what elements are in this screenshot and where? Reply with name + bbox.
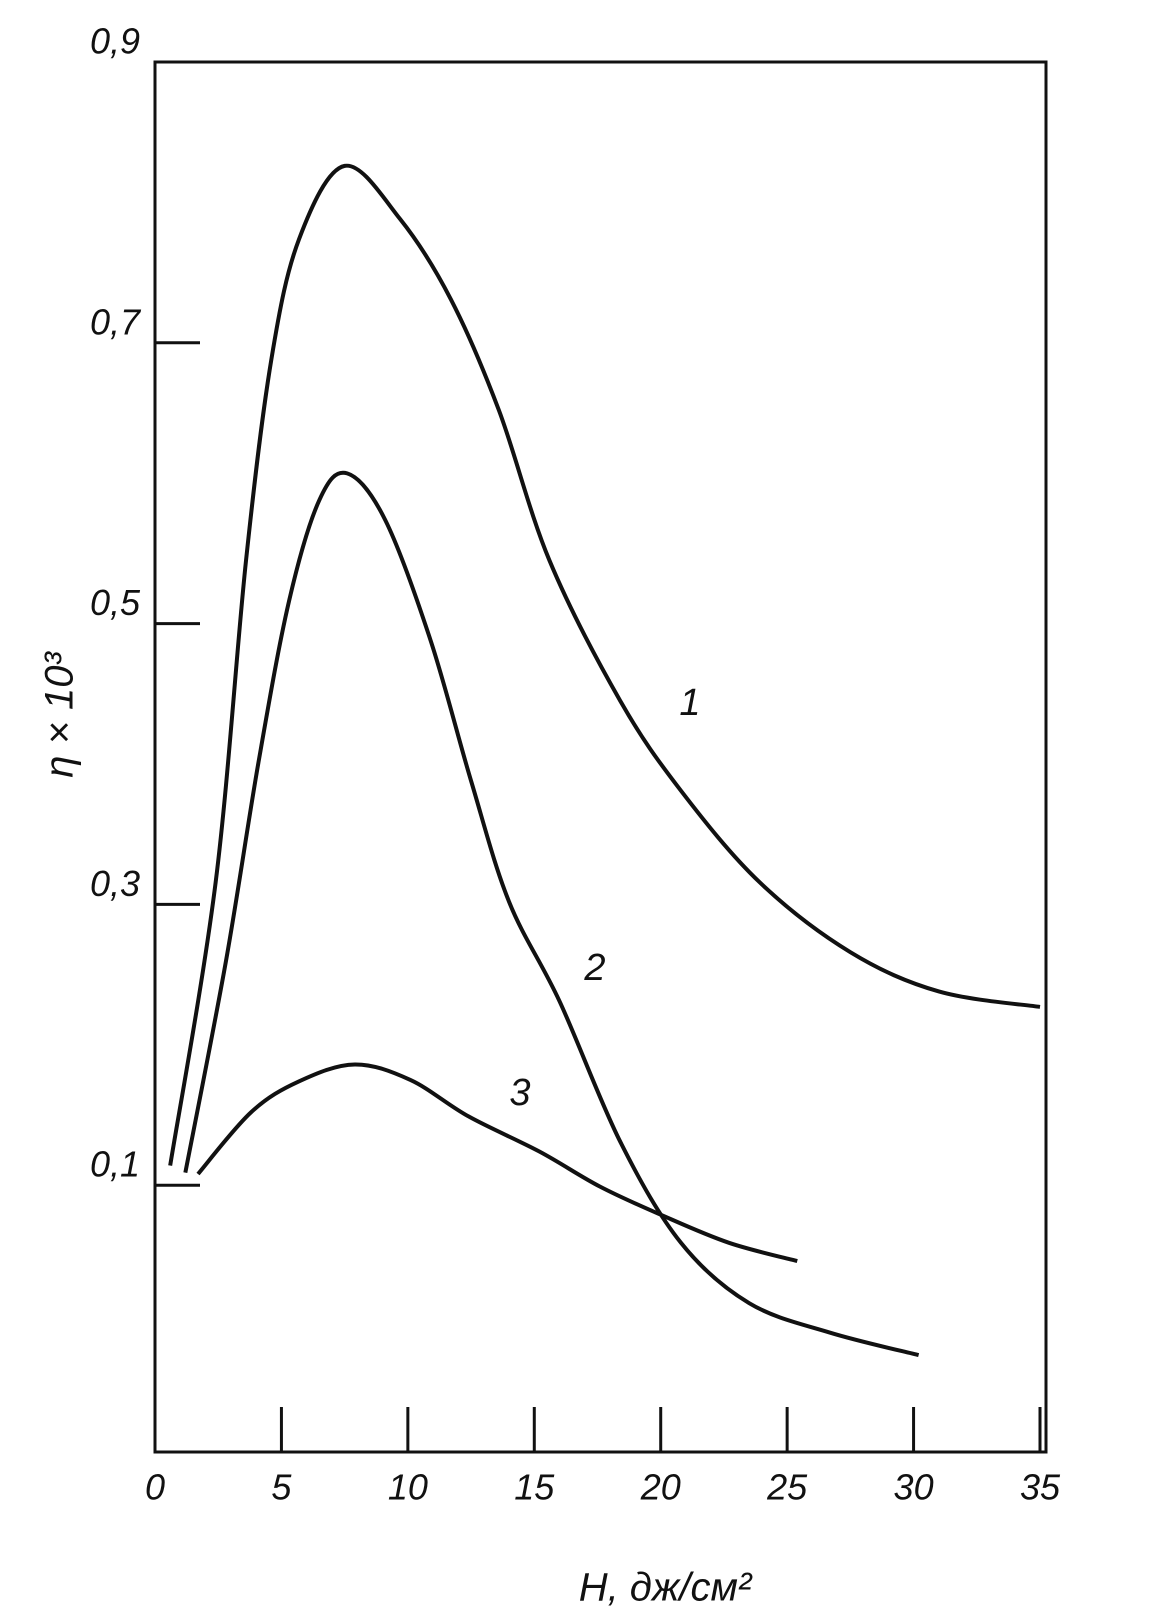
x-tick-label: 20: [640, 1467, 681, 1508]
x-axis-label: H, дж/см²: [579, 1566, 753, 1610]
curve: [168, 163, 1041, 1166]
y-tick-label: 0,1: [90, 1144, 140, 1185]
x-tick-label: 10: [388, 1467, 428, 1508]
y-tick-label: 0,5: [90, 582, 141, 623]
x-tick-label: 5: [271, 1467, 292, 1508]
y-tick-label: 0,9: [90, 21, 140, 62]
x-tick-label: 0: [145, 1467, 165, 1508]
curve: [196, 1062, 798, 1263]
plot-frame: [153, 60, 1048, 1454]
curve-label: 1: [679, 682, 700, 724]
curve-label: 2: [583, 947, 605, 989]
y-tick-label: 0,3: [90, 863, 140, 904]
y-tick-label: 0,7: [90, 301, 142, 342]
x-tick-label: 25: [766, 1467, 808, 1508]
curve: [183, 470, 920, 1358]
curve-label: 3: [509, 1072, 530, 1114]
x-tick-label: 35: [1020, 1467, 1061, 1508]
y-axis-label: η × 10³: [38, 651, 82, 778]
x-tick-label: 30: [894, 1467, 934, 1508]
x-tick-label: 15: [514, 1467, 555, 1508]
